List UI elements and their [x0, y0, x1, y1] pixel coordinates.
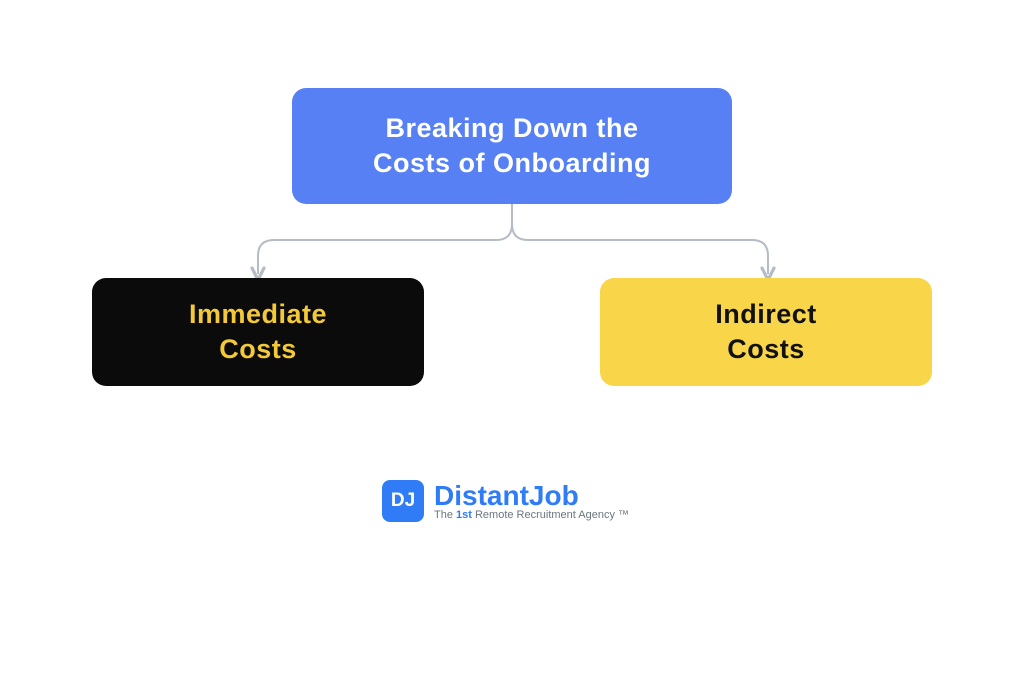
brand-name: DistantJob: [434, 481, 629, 510]
tagline-suffix: Remote Recruitment Agency ™: [472, 509, 629, 521]
right-child-node: Indirect Costs: [600, 278, 932, 386]
brand-logo-text: DistantJob The 1st Remote Recruitment Ag…: [434, 481, 629, 522]
left-child-node: Immediate Costs: [92, 278, 424, 386]
tagline-highlight: 1st: [456, 509, 472, 521]
brand-logo: DJ DistantJob The 1st Remote Recruitment…: [382, 480, 629, 522]
root-node: Breaking Down the Costs of Onboarding: [292, 88, 732, 204]
diagram-canvas: Breaking Down the Costs of Onboarding Im…: [0, 0, 1024, 688]
tagline-prefix: The: [434, 509, 456, 521]
brand-tagline: The 1st Remote Recruitment Agency ™: [434, 510, 629, 522]
brand-logo-mark: DJ: [382, 480, 424, 522]
